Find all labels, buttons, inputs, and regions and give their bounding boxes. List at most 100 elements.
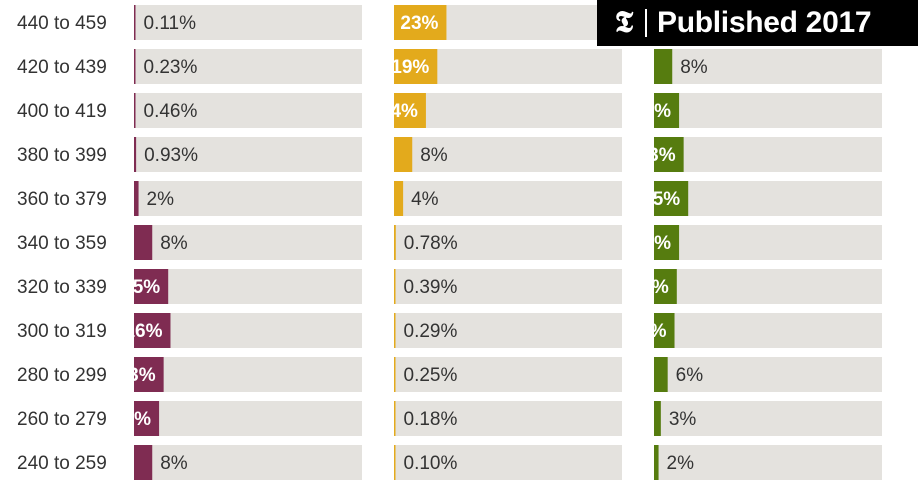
data-label: 3% [669, 409, 697, 430]
bar [654, 445, 659, 480]
data-label: 0.11% [144, 13, 197, 34]
data-label: 8% [680, 57, 708, 78]
data-label: 8% [160, 453, 188, 474]
data-label: 14% [380, 101, 418, 122]
bar [134, 49, 136, 84]
bar-track [654, 269, 882, 304]
nyt-logo-icon: 𝕿 [614, 5, 634, 40]
bar [654, 137, 684, 172]
data-label: 0.23% [144, 57, 198, 78]
data-label: 11% [114, 409, 151, 430]
data-label: 2% [147, 189, 175, 210]
data-label: 9% [639, 321, 667, 342]
data-label: 4% [411, 189, 439, 210]
bar-track [134, 269, 362, 304]
bar [134, 93, 136, 128]
data-label: 13% [638, 145, 676, 166]
bar-track [654, 137, 882, 172]
bar-track [654, 357, 882, 392]
row-label: 420 to 439 [17, 57, 107, 78]
row-label: 260 to 279 [17, 409, 107, 430]
data-label: 16% [124, 321, 162, 342]
bar [394, 313, 396, 348]
data-label: 23% [400, 13, 438, 34]
bar [654, 313, 675, 348]
bar-track [654, 49, 882, 84]
bar [394, 269, 396, 304]
bar-track [394, 225, 622, 260]
published-badge: 𝕿 Published 2017 [597, 0, 918, 46]
row-label: 400 to 419 [17, 101, 107, 122]
data-label: 19% [391, 57, 429, 78]
bar [394, 137, 413, 172]
bar-track [134, 225, 362, 260]
bar-track [394, 137, 622, 172]
data-label: 15% [122, 277, 160, 298]
data-label: 0.46% [144, 101, 198, 122]
bar [654, 225, 680, 260]
bar [134, 401, 160, 436]
row-label: 300 to 319 [17, 321, 107, 342]
bar [134, 137, 137, 172]
bar-track [134, 401, 362, 436]
row-label: 380 to 399 [17, 145, 107, 166]
bar [394, 445, 396, 480]
bar-track [134, 357, 362, 392]
bar [654, 49, 673, 84]
bar [134, 445, 153, 480]
bar-track [134, 445, 362, 480]
data-label: 6% [676, 365, 704, 386]
data-label: 13% [118, 365, 156, 386]
badge-divider [645, 9, 647, 37]
bar-track [134, 137, 362, 172]
bar-track [394, 93, 622, 128]
data-label: 0.78% [404, 233, 458, 254]
row-label: 240 to 259 [17, 453, 107, 474]
bar-track [654, 93, 882, 128]
data-label: 0.93% [144, 145, 198, 166]
bar [134, 269, 169, 304]
row-label: 340 to 359 [17, 233, 107, 254]
bar [654, 181, 689, 216]
bar-track [134, 5, 362, 40]
bar-track [394, 357, 622, 392]
row-label: 440 to 459 [17, 13, 107, 34]
bar [134, 357, 164, 392]
bar [134, 5, 136, 40]
data-label: 0.25% [404, 365, 458, 386]
bar-track [394, 401, 622, 436]
data-label: 15% [642, 189, 680, 210]
data-label: 0.10% [404, 453, 458, 474]
bar [654, 93, 680, 128]
bar-track [134, 181, 362, 216]
bar [134, 225, 153, 260]
bar-track [134, 49, 362, 84]
bar-track [654, 181, 882, 216]
bar [394, 49, 438, 84]
bar-track [654, 225, 882, 260]
data-label: 0.39% [404, 277, 458, 298]
bar-track [394, 181, 622, 216]
data-label: 8% [420, 145, 448, 166]
bar-track [654, 401, 882, 436]
data-label: 8% [160, 233, 188, 254]
data-label: 0.18% [404, 409, 458, 430]
row-label: 320 to 339 [17, 277, 107, 298]
bar [394, 93, 426, 128]
data-label: 10% [631, 277, 669, 298]
bar [394, 5, 447, 40]
bar [394, 225, 396, 260]
bar-track [654, 445, 882, 480]
bar-track [394, 313, 622, 348]
bar-track [134, 93, 362, 128]
data-label: 11% [634, 233, 671, 254]
bar [394, 357, 396, 392]
data-label: 2% [667, 453, 695, 474]
row-label: 360 to 379 [17, 189, 107, 210]
bar-track [394, 269, 622, 304]
bar-track [394, 445, 622, 480]
bar [134, 313, 171, 348]
data-label: 11% [634, 101, 671, 122]
bar-track [654, 313, 882, 348]
